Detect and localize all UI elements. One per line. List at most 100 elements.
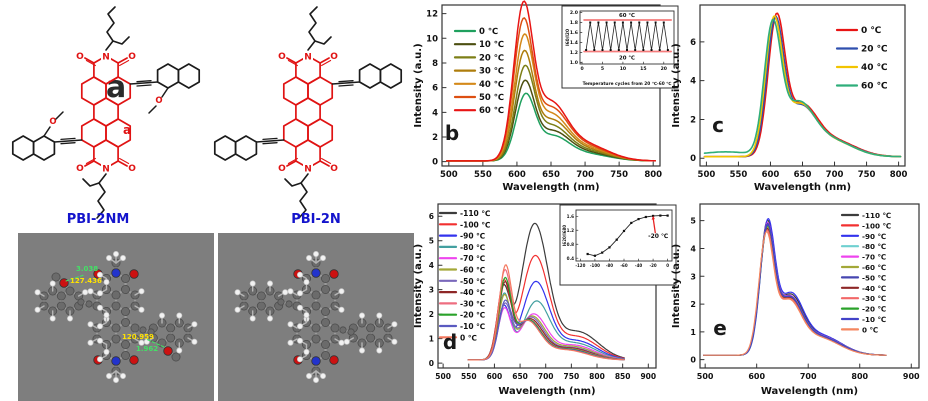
svg-text:-20 ℃: -20 ℃: [460, 311, 485, 320]
svg-text:30 ℃: 30 ℃: [479, 67, 504, 77]
svg-text:-70 ℃: -70 ℃: [862, 253, 886, 262]
svg-text:60 ℃: 60 ℃: [619, 12, 635, 19]
svg-text:O: O: [330, 164, 338, 174]
svg-text:20: 20: [661, 66, 667, 72]
svg-text:a: a: [123, 123, 131, 137]
legend: 0 ℃ 20 ℃ 40 ℃ 60 ℃: [835, 26, 888, 92]
svg-text:I60/I20: I60/I20: [565, 29, 571, 46]
svg-text:-90 ℃: -90 ℃: [460, 232, 485, 241]
panel-d-inset: 0.4 0.8 1.2 1.6 -120 -100 -80 -60 -40 -20 0 -20 ℃ I6…: [559, 204, 677, 286]
svg-text:550: 550: [730, 170, 748, 180]
svg-text:-40 ℃: -40 ℃: [862, 284, 886, 293]
svg-text:-30 ℃: -30 ℃: [862, 294, 886, 303]
series-curves: [446, 0, 656, 162]
svg-text:e: e: [713, 316, 727, 340]
svg-text:-80 ℃: -80 ℃: [862, 242, 886, 251]
svg-text:-10 ℃: -10 ℃: [460, 322, 485, 331]
svg-text:1: 1: [690, 328, 696, 337]
svg-text:550: 550: [461, 372, 477, 381]
svg-text:2.0: 2.0: [570, 10, 578, 16]
svg-text:0: 0: [690, 356, 696, 365]
svg-text:Intensity (a.u.): Intensity (a.u.): [671, 43, 682, 127]
svg-text:-60: -60: [620, 263, 627, 268]
svg-text:4: 4: [690, 244, 696, 253]
svg-text:b: b: [445, 121, 459, 145]
structure-pbi-2n: O O O O N N: [213, 6, 403, 219]
svg-text:Wavelength (nm): Wavelength (nm): [754, 182, 851, 193]
svg-text:O: O: [76, 52, 84, 62]
svg-text:N: N: [102, 52, 110, 62]
svg-text:700: 700: [826, 170, 844, 180]
svg-text:Wavelength (nm): Wavelength (nm): [761, 386, 858, 397]
svg-text:Intensity (a.u.): Intensity (a.u.): [671, 244, 682, 328]
legend: -110 ℃-100 ℃-90 ℃-80 ℃-70 ℃-60 ℃-50 ℃-40…: [438, 209, 490, 342]
svg-text:10: 10: [620, 66, 626, 72]
svg-text:0: 0: [580, 66, 583, 72]
svg-text:1.4: 1.4: [570, 40, 578, 46]
model-pbi-2n: [218, 233, 414, 401]
svg-text:10 ℃: 10 ℃: [479, 40, 504, 50]
svg-text:5: 5: [601, 66, 604, 72]
svg-text:12: 12: [426, 10, 438, 20]
svg-text:500: 500: [440, 170, 458, 180]
series-curves: [702, 218, 887, 356]
svg-text:127.436: 127.436: [70, 277, 102, 285]
svg-text:40 ℃: 40 ℃: [479, 80, 504, 90]
panel-c-chart: 500 550 600 650 700 750 800 0 2 4 6 Wavelength (nm)…: [671, 4, 908, 193]
svg-text:4: 4: [432, 108, 438, 118]
svg-text:O: O: [128, 52, 136, 62]
svg-text:-20 ℃: -20 ℃: [648, 233, 668, 240]
svg-text:650: 650: [512, 372, 528, 381]
svg-text:4: 4: [690, 77, 696, 87]
svg-text:20 ℃: 20 ℃: [619, 55, 635, 62]
series-curves: [703, 12, 902, 158]
panel-e-chart: 500 600 700 800 900 0 1 2 3 4 5 Wavelength (nm) Inte…: [671, 203, 920, 397]
svg-text:800: 800: [589, 372, 605, 381]
svg-text:3: 3: [690, 272, 696, 281]
svg-text:6: 6: [429, 212, 434, 221]
svg-text:-60 ℃: -60 ℃: [460, 266, 485, 275]
svg-text:-100 ℃: -100 ℃: [460, 220, 490, 229]
svg-text:-10 ℃: -10 ℃: [862, 315, 886, 324]
svg-text:-20 ℃: -20 ℃: [862, 305, 886, 314]
svg-text:c: c: [712, 113, 724, 137]
svg-text:Temperature cycles from 20 ℃-6: Temperature cycles from 20 ℃-60 ℃: [583, 81, 672, 87]
svg-text:-80 ℃: -80 ℃: [460, 243, 485, 252]
svg-text:-60 ℃: -60 ℃: [862, 263, 886, 272]
svg-text:2: 2: [690, 300, 696, 309]
svg-text:-20: -20: [649, 263, 656, 268]
svg-text:15: 15: [640, 66, 646, 72]
panel-b-inset: 1.0 1.2 1.4 1.6 1.8 2.0 0 5 10 15 20 60 ℃ 20 ℃ Temper…: [561, 5, 679, 89]
svg-text:Wavelength (nm): Wavelength (nm): [498, 386, 595, 397]
svg-text:2: 2: [690, 115, 696, 125]
svg-text:5: 5: [429, 237, 434, 246]
svg-text:8: 8: [432, 59, 438, 69]
svg-text:N: N: [304, 52, 312, 62]
svg-text:d: d: [443, 330, 457, 354]
svg-text:O: O: [76, 164, 84, 174]
svg-text:750: 750: [564, 372, 580, 381]
svg-text:4: 4: [429, 261, 434, 270]
svg-text:500: 500: [697, 372, 714, 381]
svg-text:6: 6: [690, 38, 696, 48]
svg-text:-110 ℃: -110 ℃: [460, 209, 490, 218]
svg-text:0.4: 0.4: [567, 256, 575, 261]
legend: -110 ℃-100 ℃-90 ℃-80 ℃-70 ℃-60 ℃-50 ℃-40…: [840, 211, 891, 334]
svg-text:-40 ℃: -40 ℃: [460, 288, 485, 297]
svg-text:750: 750: [858, 170, 876, 180]
svg-text:O: O: [330, 52, 338, 62]
svg-text:N: N: [102, 164, 110, 174]
svg-text:O: O: [49, 117, 56, 127]
svg-text:700: 700: [800, 372, 817, 381]
svg-text:700: 700: [538, 372, 554, 381]
structure-pbi-2nm: O O O O N N O Oa: [11, 6, 201, 219]
svg-text:900: 900: [903, 372, 920, 381]
svg-text:20 ℃: 20 ℃: [479, 53, 504, 63]
svg-text:600: 600: [762, 170, 780, 180]
svg-text:0: 0: [429, 359, 434, 368]
svg-text:O: O: [278, 52, 286, 62]
structure-label-pbi-2n: PBI-2N: [291, 212, 341, 227]
svg-text:N: N: [304, 164, 312, 174]
series-curves: [467, 222, 625, 361]
